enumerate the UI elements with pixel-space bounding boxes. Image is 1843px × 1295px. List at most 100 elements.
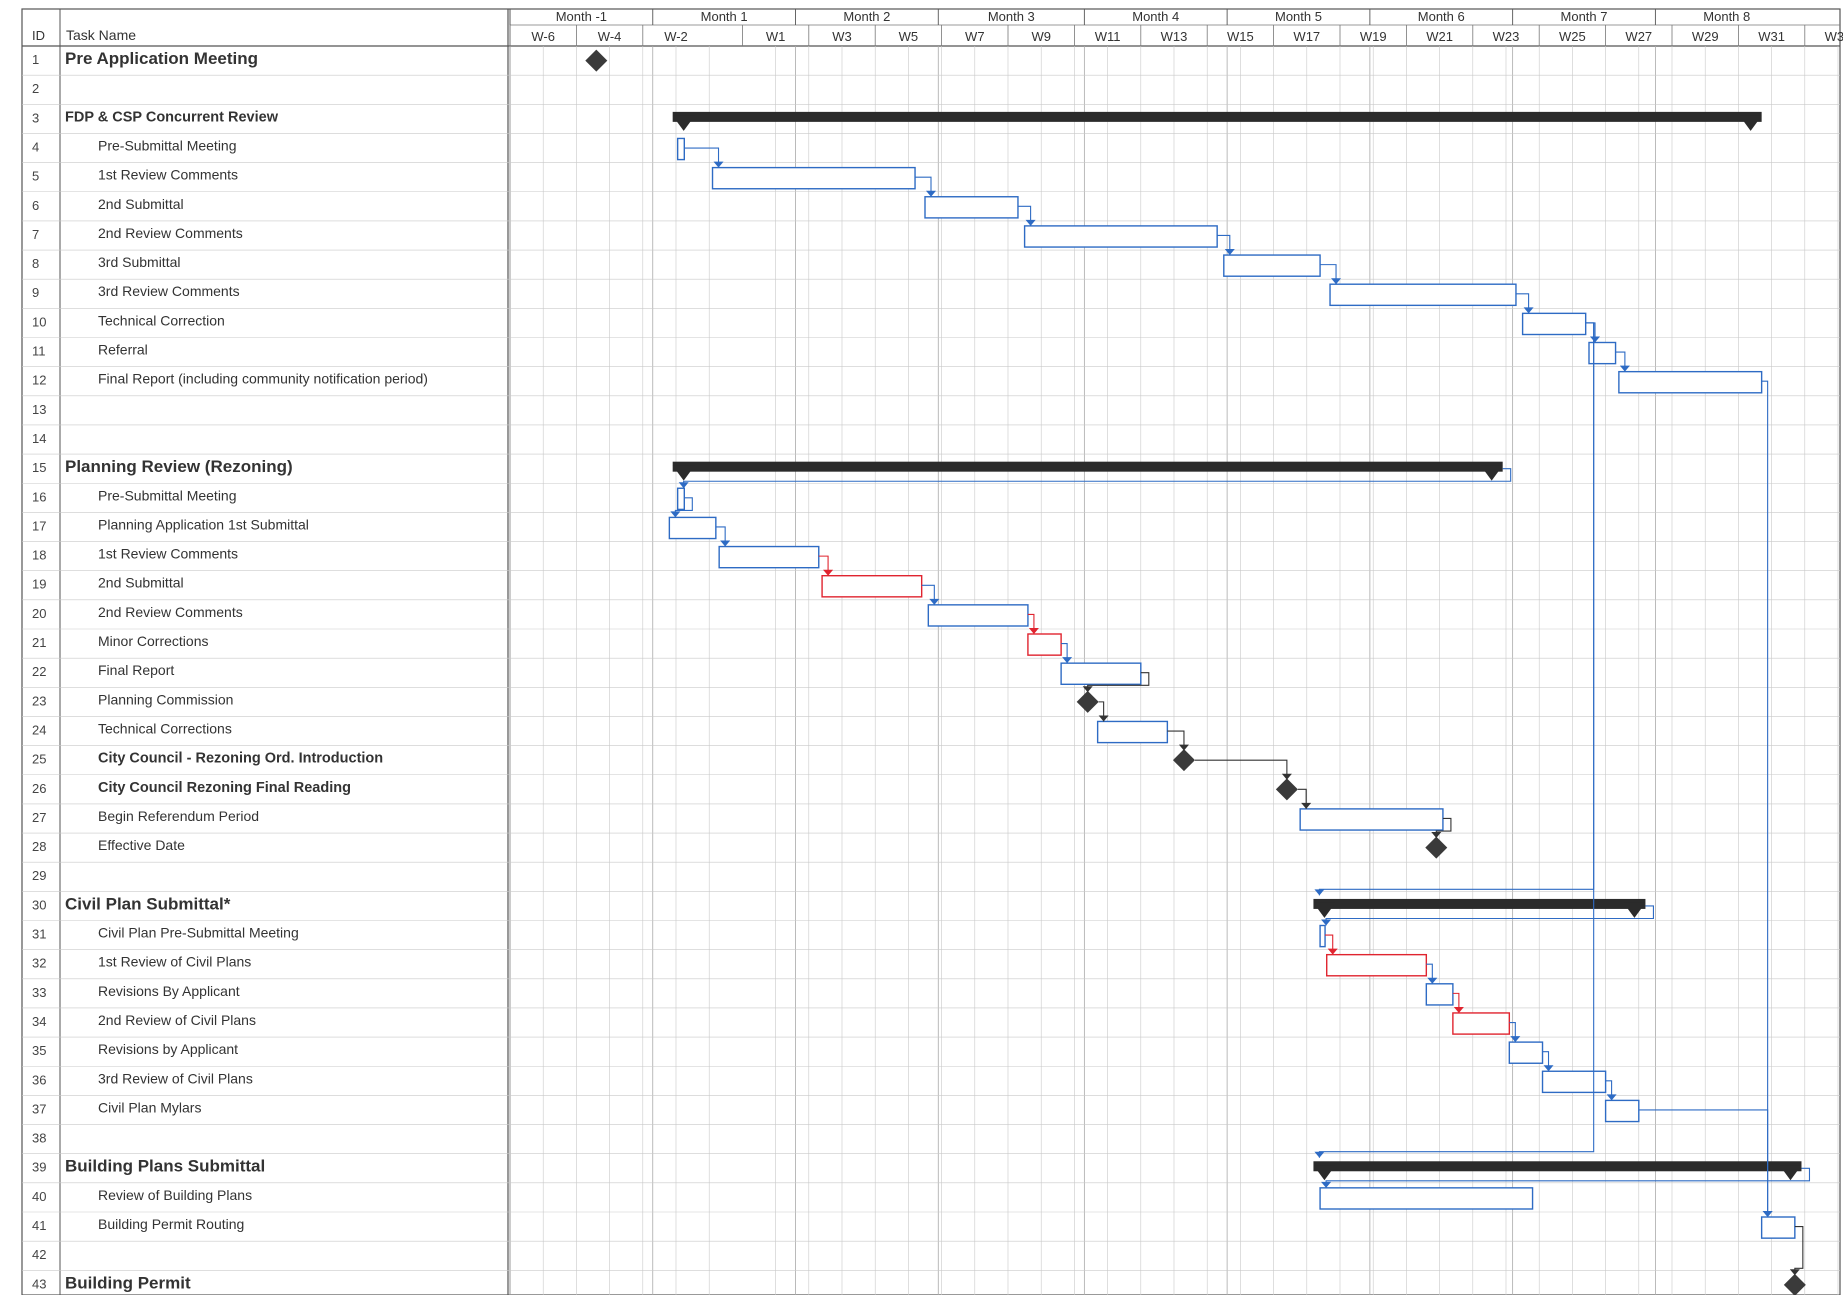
week-label: W-4: [598, 29, 622, 44]
dependency-link: [1017, 205, 1032, 226]
task-name: 2nd Submittal: [98, 196, 184, 212]
dependency-link: [1217, 234, 1231, 256]
task-id: 26: [32, 781, 46, 796]
task-id: 13: [32, 402, 46, 417]
task-bar: [1508, 1041, 1544, 1064]
milestone-diamond: [1275, 778, 1298, 801]
task-name: Minor Corrections: [98, 633, 208, 649]
month-label: Month 7: [1561, 9, 1608, 24]
critical-task-bar: [821, 575, 923, 598]
task-name: Building Permit Routing: [98, 1216, 244, 1232]
task-bar: [1425, 983, 1454, 1006]
task-id: 38: [32, 1131, 46, 1146]
month-label: Month 6: [1418, 9, 1465, 24]
week-label: W23: [1493, 29, 1520, 44]
dependency-arrowhead: [929, 598, 940, 605]
task-id: 18: [32, 548, 46, 563]
task-name: Final Report (including community notifi…: [98, 371, 428, 387]
week-label: W9: [1031, 29, 1051, 44]
dependency-link: [684, 147, 720, 168]
week-label: W33: [1825, 29, 1843, 44]
dependency-arrowhead: [1762, 1211, 1773, 1217]
summary-bar: [672, 461, 1503, 472]
week-label: W29: [1692, 29, 1719, 44]
dependency-arrowhead: [1331, 278, 1342, 285]
task-id: 29: [32, 868, 46, 883]
week-label: W25: [1559, 29, 1586, 44]
dependency-arrowhead: [1098, 715, 1109, 722]
task-bar: [1319, 924, 1326, 948]
dependency-arrowhead: [1314, 1151, 1325, 1158]
dependency-arrowhead: [1327, 948, 1338, 955]
dependency-link: [1509, 1021, 1516, 1043]
task-bar: [1223, 254, 1321, 277]
timeline-grid: W-6 W-4 W-2 W1 W3 W5 W7 W9 W11 W13 W15 W17 W19 W21 W23…: [509, 9, 1843, 1295]
task-id: 33: [32, 985, 46, 1000]
dependency-link: [1320, 264, 1337, 285]
task-name: Planning Review (Rezoning): [65, 457, 293, 476]
dependency-arrowhead: [1062, 657, 1073, 664]
task-bar: [924, 196, 1019, 219]
week-label: W-2: [664, 29, 688, 44]
dependency-link: [1615, 351, 1626, 372]
task-bar: [1329, 283, 1517, 307]
dependency-arrowhead: [1321, 1181, 1332, 1188]
task-id: 3: [32, 110, 39, 125]
task-name: 2nd Review of Civil Plans: [98, 1012, 256, 1028]
task-bar: [676, 487, 685, 511]
milestone-diamond: [1783, 1273, 1806, 1295]
task-name: 3rd Review of Civil Plans: [98, 1070, 253, 1086]
dependency-arrowhead: [1543, 1065, 1554, 1072]
week-label: W19: [1360, 29, 1387, 44]
summary-bar: [672, 111, 1762, 122]
dependency-link: [818, 555, 829, 576]
milestone-diamond: [1172, 749, 1195, 772]
summary-bar-start-cap: [672, 465, 695, 481]
task-name: 1st Review Comments: [98, 546, 238, 562]
dependency-link: [1515, 293, 1530, 314]
week-label: W15: [1227, 29, 1254, 44]
task-bar: [1588, 341, 1617, 365]
summary-bar: [1313, 1161, 1802, 1172]
week-label: W31: [1758, 29, 1785, 44]
task-id: 27: [32, 810, 46, 825]
task-id: 40: [32, 1189, 46, 1204]
task-id: 32: [32, 956, 46, 971]
milestone-diamond: [1425, 836, 1448, 859]
dependency-link: [1098, 701, 1105, 722]
dependency-link: [1452, 992, 1460, 1013]
task-bars: [585, 49, 1806, 1295]
id-column-header: ID: [32, 28, 45, 43]
task-bar: [927, 604, 1029, 627]
dependency-arrowhead: [678, 482, 689, 489]
dependency-arrowhead: [1590, 336, 1600, 343]
task-name: 2nd Review Comments: [98, 604, 243, 620]
task-bar: [668, 516, 717, 540]
task-name: FDP & CSP Concurrent Review: [65, 109, 279, 125]
task-name: Building Permit: [65, 1273, 191, 1292]
task-name: Pre Application Meeting: [65, 49, 258, 68]
task-id: 17: [32, 518, 46, 533]
task-name: Pre-Submittal Meeting: [98, 137, 237, 153]
critical-task-bar: [1326, 953, 1428, 977]
task-name: Civil Plan Pre-Submittal Meeting: [98, 925, 299, 941]
summary-bar-end-cap: [1739, 115, 1762, 131]
task-id: 21: [32, 635, 46, 650]
task-name: 2nd Review Comments: [98, 225, 243, 241]
task-id: 20: [32, 606, 46, 621]
task-name: Final Report: [98, 662, 174, 678]
task-id: 9: [32, 285, 39, 300]
summary-bar: [1313, 898, 1646, 909]
task-id: 43: [32, 1276, 46, 1291]
task-id: 28: [32, 839, 46, 854]
task-id: 1: [32, 52, 39, 67]
summary-bar-end-cap: [1779, 1165, 1802, 1181]
task-bar: [1618, 370, 1763, 394]
task-id: 31: [32, 927, 46, 942]
week-label: W5: [899, 29, 919, 44]
dependency-arrowhead: [1314, 889, 1325, 896]
task-bar: [1060, 662, 1142, 686]
dependency-link: [915, 176, 932, 197]
task-id: 23: [32, 693, 46, 708]
task-bar: [1023, 225, 1218, 248]
